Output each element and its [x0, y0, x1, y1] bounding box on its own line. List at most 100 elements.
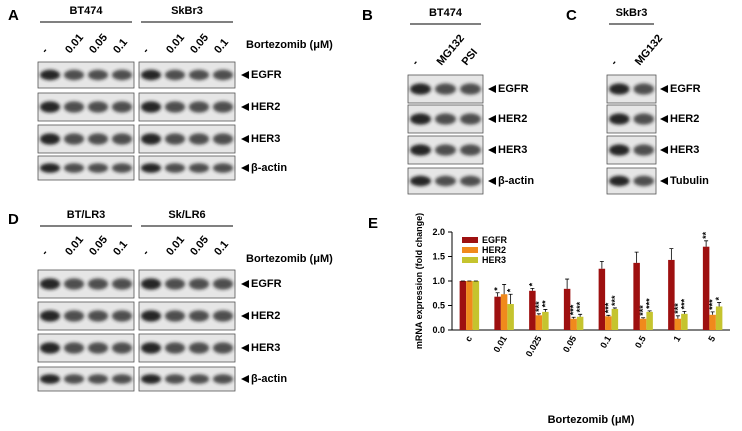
lane-label: 0.05	[188, 234, 211, 258]
band	[87, 342, 109, 354]
band	[140, 310, 162, 322]
band	[410, 113, 431, 125]
y-tick-label: 1.5	[432, 252, 445, 262]
lane-label: 0.01	[164, 32, 187, 56]
significance: ***	[708, 299, 718, 310]
bar	[500, 294, 508, 330]
band	[39, 310, 61, 322]
arrow	[241, 312, 249, 320]
band	[212, 310, 234, 322]
y-tick-label: 2.0	[432, 227, 445, 237]
row-label: HER2	[498, 113, 527, 125]
significance: ***	[645, 298, 655, 309]
x-axis-title: Bortezomib (μM)	[548, 414, 635, 426]
significance: *	[493, 287, 503, 291]
error-bar	[502, 284, 507, 295]
significance: ***	[575, 301, 585, 312]
band	[633, 144, 655, 156]
band	[188, 310, 210, 322]
error-bar	[508, 293, 513, 305]
bar	[598, 268, 606, 330]
band	[188, 163, 210, 173]
band	[633, 83, 655, 95]
lane-label: 0.01	[63, 234, 86, 258]
x-tick-label: 0.5	[633, 334, 648, 350]
error-bar	[641, 317, 646, 319]
band	[608, 144, 630, 156]
band	[63, 133, 85, 145]
row-label: EGFR	[498, 83, 529, 95]
arrow	[241, 103, 249, 111]
arrow	[241, 135, 249, 143]
band	[188, 69, 210, 81]
band	[111, 163, 133, 173]
band	[111, 310, 133, 322]
bar	[472, 281, 480, 330]
band	[212, 374, 234, 384]
band	[410, 83, 431, 95]
band	[164, 133, 186, 145]
bar	[542, 311, 549, 330]
significance: ***	[534, 301, 544, 312]
bar	[681, 313, 688, 330]
y-tick-label: 1.0	[432, 276, 445, 286]
band	[111, 69, 133, 81]
row-label: HER2	[251, 101, 280, 113]
arrow	[660, 115, 668, 123]
band	[111, 374, 133, 384]
band	[164, 310, 186, 322]
bar	[466, 281, 473, 330]
lane-label: -	[410, 57, 422, 68]
band	[87, 310, 109, 322]
group-header: SkBr3	[171, 5, 203, 17]
band	[111, 278, 133, 290]
lane-label: 0.1	[212, 238, 231, 257]
band	[633, 175, 655, 187]
band	[87, 278, 109, 290]
band	[140, 133, 162, 145]
band	[87, 69, 109, 81]
legend-swatch	[462, 247, 478, 253]
band	[63, 278, 85, 290]
band	[87, 133, 109, 145]
panel-label: E	[368, 215, 378, 232]
row-label: HER2	[251, 310, 280, 322]
significance: **	[701, 231, 711, 239]
band	[63, 101, 85, 113]
group-header: SkBr3	[616, 7, 648, 19]
bar	[563, 288, 571, 330]
bar	[668, 259, 675, 330]
lane-label: 0.1	[111, 36, 130, 55]
band	[188, 278, 210, 290]
band	[212, 278, 234, 290]
band	[212, 69, 234, 81]
band	[39, 342, 61, 354]
error-bar	[543, 309, 548, 312]
band	[188, 133, 210, 145]
band	[87, 163, 109, 173]
x-tick-label: 5	[706, 334, 717, 343]
lane-label: 0.01	[63, 32, 86, 56]
legend-swatch	[462, 237, 478, 243]
legend-label: HER2	[482, 245, 506, 255]
band	[111, 133, 133, 145]
row-label: HER3	[670, 144, 699, 156]
lane-label: 0.05	[87, 234, 110, 258]
band	[633, 113, 655, 125]
band	[435, 113, 456, 125]
error-bar	[682, 310, 687, 314]
band	[63, 69, 85, 81]
error-bar	[710, 311, 715, 315]
significance: ***	[679, 298, 689, 309]
band	[460, 144, 481, 156]
band	[435, 175, 456, 187]
band	[140, 374, 162, 384]
band	[87, 374, 109, 384]
band	[111, 101, 133, 113]
significance: ***	[569, 304, 579, 315]
band	[164, 69, 186, 81]
group-header: BT474	[429, 7, 463, 19]
band	[111, 342, 133, 354]
band	[188, 342, 210, 354]
